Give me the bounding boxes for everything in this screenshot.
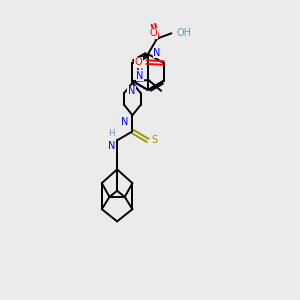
Text: N: N <box>121 117 128 127</box>
Text: OH: OH <box>176 28 191 38</box>
Text: O: O <box>150 28 157 38</box>
Text: N: N <box>153 48 160 58</box>
Text: S: S <box>152 135 158 146</box>
Text: O: O <box>135 57 142 67</box>
Text: N: N <box>128 86 135 96</box>
Text: N: N <box>136 71 144 81</box>
Text: N: N <box>108 141 115 152</box>
Text: N: N <box>136 68 144 78</box>
Text: H: H <box>109 129 115 138</box>
